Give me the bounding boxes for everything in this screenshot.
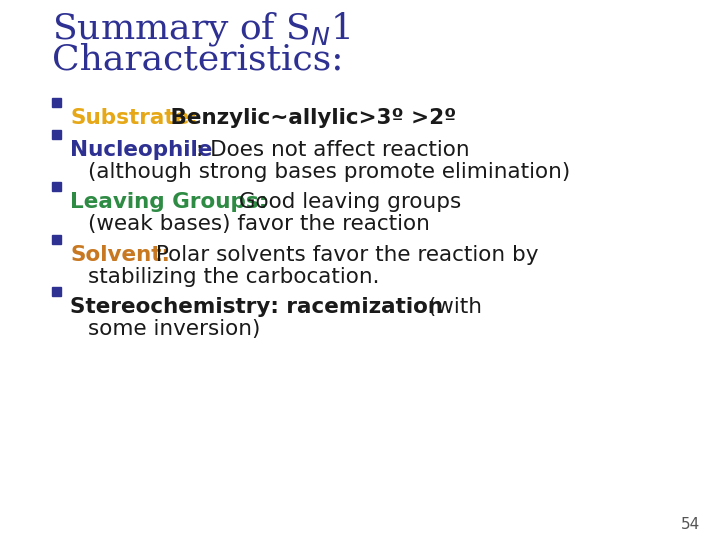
Text: (although strong bases promote elimination): (although strong bases promote eliminati… (88, 162, 570, 182)
Bar (52, 98, 61, 107)
Text: : Does not affect reaction: : Does not affect reaction (196, 140, 469, 160)
Text: stabilizing the carbocation.: stabilizing the carbocation. (88, 267, 379, 287)
Bar (52, 235, 61, 244)
Text: Polar solvents favor the reaction by: Polar solvents favor the reaction by (149, 245, 539, 265)
Text: Leaving Groups:: Leaving Groups: (70, 192, 267, 212)
Text: Good leaving groups: Good leaving groups (232, 192, 462, 212)
Bar (52, 287, 61, 296)
Text: Substrate:: Substrate: (70, 108, 198, 128)
Text: Summary of S$_N$1: Summary of S$_N$1 (52, 10, 351, 48)
Bar (52, 130, 61, 139)
Bar (52, 182, 61, 191)
Text: Characteristics:: Characteristics: (52, 43, 343, 77)
Text: Benzylic⁠~allylic>3º >2º: Benzylic⁠~allylic>3º >2º (163, 108, 456, 128)
Text: (weak bases) favor the reaction: (weak bases) favor the reaction (88, 214, 430, 234)
Text: (with: (with (421, 297, 482, 317)
Text: Stereochemistry: racemization: Stereochemistry: racemization (70, 297, 443, 317)
Text: some inversion): some inversion) (88, 319, 261, 339)
Text: Solvent:: Solvent: (70, 245, 170, 265)
Text: 54: 54 (680, 517, 700, 532)
Text: Nucleophile: Nucleophile (70, 140, 212, 160)
